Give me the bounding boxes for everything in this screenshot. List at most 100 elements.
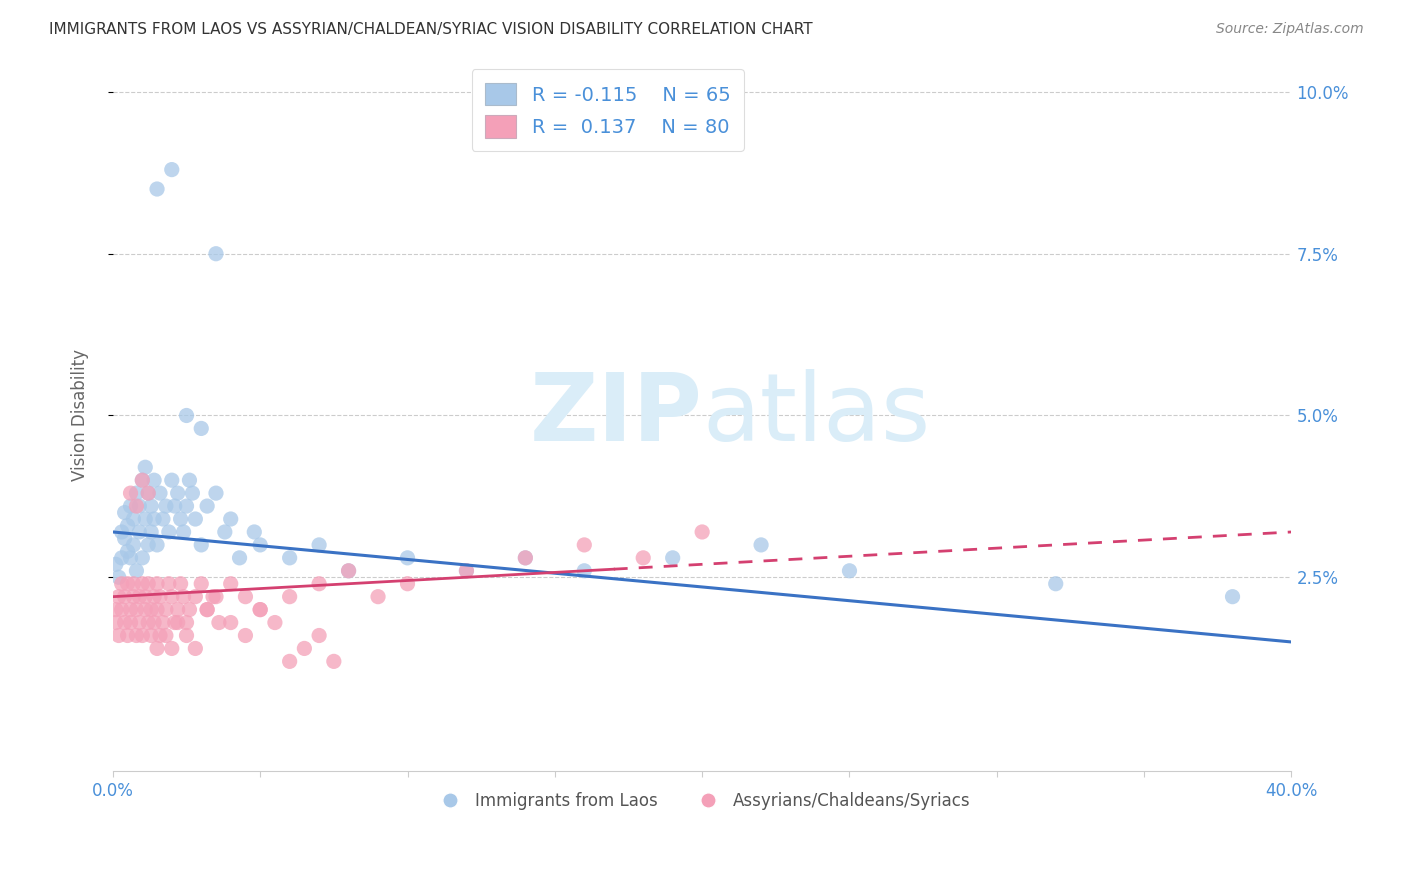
Point [125, 564, 148, 578]
Point [128, 590, 150, 604]
Point [136, 576, 159, 591]
Point [104, 558, 127, 572]
Point [128, 499, 150, 513]
Point [169, 576, 191, 591]
Point [117, 544, 139, 558]
Point [278, 590, 301, 604]
Point [155, 499, 177, 513]
Point [136, 615, 159, 630]
Point [125, 628, 148, 642]
Point [166, 486, 188, 500]
Point [322, 654, 344, 668]
Point [208, 615, 231, 630]
Point [235, 628, 257, 642]
Point [146, 182, 169, 196]
Point [249, 538, 271, 552]
Point [111, 576, 134, 591]
Point [308, 576, 330, 591]
Point [120, 602, 142, 616]
Point [456, 564, 478, 578]
Point [249, 602, 271, 616]
Point [574, 564, 596, 578]
Point [107, 590, 129, 604]
Point [111, 602, 134, 616]
Point [157, 524, 180, 539]
Point [337, 564, 360, 578]
Point [152, 512, 174, 526]
Point [149, 628, 172, 642]
Text: ZIP: ZIP [529, 369, 702, 461]
Point [195, 499, 218, 513]
Point [134, 460, 156, 475]
Point [337, 564, 360, 578]
Point [367, 590, 389, 604]
Point [143, 615, 166, 630]
Point [136, 486, 159, 500]
Point [125, 486, 148, 500]
Point [143, 473, 166, 487]
Point [111, 550, 134, 565]
Point [136, 538, 159, 552]
Point [515, 550, 537, 565]
Point [219, 512, 242, 526]
Point [117, 576, 139, 591]
Point [292, 641, 315, 656]
Point [160, 473, 183, 487]
Point [141, 499, 163, 513]
Point [117, 628, 139, 642]
Point [249, 602, 271, 616]
Point [264, 615, 287, 630]
Point [131, 576, 153, 591]
Point [631, 550, 654, 565]
Point [235, 590, 257, 604]
Point [195, 602, 218, 616]
Point [125, 602, 148, 616]
Point [163, 615, 186, 630]
Point [134, 512, 156, 526]
Point [169, 512, 191, 526]
Point [146, 602, 169, 616]
Point [308, 538, 330, 552]
Point [141, 524, 163, 539]
Point [122, 512, 145, 526]
Point [515, 550, 537, 565]
Point [195, 602, 218, 616]
Point [120, 486, 142, 500]
Text: Source: ZipAtlas.com: Source: ZipAtlas.com [1216, 22, 1364, 37]
Point [160, 641, 183, 656]
Point [243, 524, 266, 539]
Point [179, 473, 201, 487]
Point [131, 473, 153, 487]
Point [117, 518, 139, 533]
Point [228, 550, 250, 565]
Point [122, 590, 145, 604]
Point [838, 564, 860, 578]
Point [143, 590, 166, 604]
Point [155, 628, 177, 642]
Point [120, 499, 142, 513]
Point [308, 628, 330, 642]
Point [214, 524, 236, 539]
Point [152, 615, 174, 630]
Point [163, 499, 186, 513]
Point [166, 615, 188, 630]
Point [134, 590, 156, 604]
Point [120, 550, 142, 565]
Point [141, 628, 163, 642]
Point [114, 590, 136, 604]
Point [176, 499, 198, 513]
Point [104, 615, 127, 630]
Point [157, 576, 180, 591]
Point [184, 590, 207, 604]
Point [176, 615, 198, 630]
Point [141, 602, 163, 616]
Point [1222, 590, 1244, 604]
Point [114, 615, 136, 630]
Point [160, 162, 183, 177]
Point [120, 615, 142, 630]
Point [111, 524, 134, 539]
Point [190, 576, 212, 591]
Point [143, 512, 166, 526]
Point [205, 486, 228, 500]
Point [396, 550, 419, 565]
